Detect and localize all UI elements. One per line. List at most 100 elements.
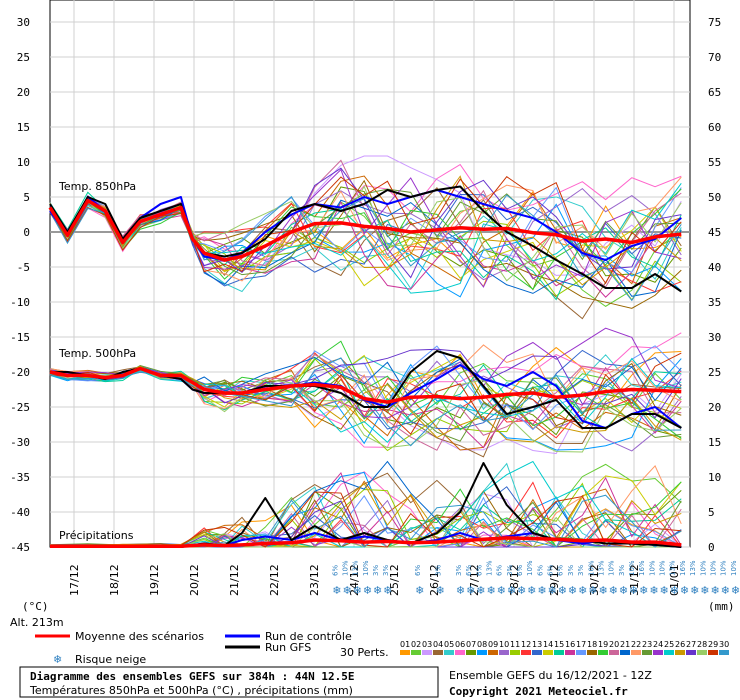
snowflake-icon: ❄ — [53, 653, 62, 666]
legend-perts-label: 30 Perts. — [340, 646, 389, 659]
snow-risk-icon: ❄ — [629, 584, 638, 597]
pert-legend-swatch — [642, 650, 652, 655]
date-tick-label: 30/12 — [588, 564, 601, 596]
snow-risk-icon: ❄ — [700, 584, 709, 597]
chart-subtitle: Températures 850hPa et 500hPa (°C) , pré… — [29, 684, 353, 697]
altitude-label: Alt. 213m — [10, 616, 64, 629]
left-tick-label: 15 — [17, 121, 30, 134]
snow-risk-value: 10% — [362, 560, 370, 576]
pert-legend-label: 28 — [697, 640, 707, 649]
right-tick-label: 70 — [708, 51, 721, 64]
snow-risk-icon: ❄ — [507, 584, 516, 597]
snow-risk-value: 13% — [597, 560, 605, 576]
snow-risk-icon: ❄ — [415, 584, 424, 597]
pert-legend-label: 27 — [686, 640, 696, 649]
pert-legend-swatch — [532, 650, 542, 655]
snow-risk-value: 6% — [331, 565, 339, 576]
snow-risk-value: 6% — [414, 565, 422, 576]
perturbation-line — [49, 365, 682, 443]
snow-risk-icon: ❄ — [721, 584, 730, 597]
perturbation-legend: 01 02 03 04 05 06 07 08 09 10 11 12 13 14 15 16 17 18 19 20… — [400, 640, 729, 655]
main-series-lines — [48, 185, 682, 549]
pert-legend-swatch — [664, 650, 674, 655]
pert-legend-swatch — [477, 650, 487, 655]
right-tick-label: 0 — [708, 541, 715, 554]
right-tick-label: 45 — [708, 226, 721, 239]
pert-legend-label: 02 — [411, 640, 421, 649]
pert-legend-label: 04 — [433, 640, 443, 649]
pert-legend-label: 20 — [609, 640, 619, 649]
mean-t500-line — [49, 366, 682, 404]
snow-risk-value: 6% — [465, 565, 473, 576]
right-unit-label: (mm) — [708, 600, 735, 613]
date-tick-label: 17/12 — [68, 564, 81, 596]
pert-legend-swatch — [675, 650, 685, 655]
snow-risk-icon: ❄ — [649, 584, 658, 597]
snow-risk-value: 3% — [618, 565, 626, 576]
pert-legend-swatch — [411, 650, 421, 655]
snow-risk-value: 3% — [567, 565, 575, 576]
snow-risk-icon: ❄ — [383, 584, 392, 597]
pert-legend-label: 07 — [466, 640, 476, 649]
snow-risk-value: 13% — [669, 560, 677, 576]
right-tick-label: 20 — [708, 401, 721, 414]
pert-legend-label: 14 — [543, 640, 553, 649]
snow-risk-icon: ❄ — [710, 584, 719, 597]
perturbation-line — [49, 357, 682, 444]
pert-legend-swatch — [631, 650, 641, 655]
mean-t850-line — [48, 198, 682, 262]
snow-risk-icon: ❄ — [363, 584, 372, 597]
pert-legend-swatch — [510, 650, 520, 655]
left-tick-label: 0 — [23, 226, 30, 239]
perturbation-line — [49, 176, 682, 285]
pert-legend-swatch — [609, 650, 619, 655]
date-tick-label: 01/01 — [668, 564, 681, 596]
snow-risk-icon: ❄ — [486, 584, 495, 597]
right-tick-label: 65 — [708, 86, 721, 99]
snow-risk-value: 6% — [475, 565, 483, 576]
snow-risk-value: 13% — [352, 560, 360, 576]
snow-risk-icon: ❄ — [670, 584, 679, 597]
date-tick-label: 28/12 — [508, 564, 521, 596]
pert-legend-label: 13 — [532, 640, 542, 649]
date-tick-label: 25/12 — [388, 564, 401, 596]
date-tick-label: 23/12 — [308, 564, 321, 596]
date-tick-label: 22/12 — [268, 564, 281, 596]
pert-legend-label: 24 — [653, 640, 663, 649]
pert-legend-swatch — [554, 650, 564, 655]
pert-legend-label: 16 — [565, 640, 575, 649]
snow-risk-value: 10% — [628, 560, 636, 576]
perturbation-line — [49, 188, 682, 290]
snow-risk-icon: ❄ — [456, 584, 465, 597]
pert-legend-swatch — [697, 650, 707, 655]
right-tick-label: 15 — [708, 436, 721, 449]
pert-legend-swatch — [620, 650, 630, 655]
left-tick-label: -25 — [10, 401, 30, 414]
pert-legend-label: 25 — [664, 640, 674, 649]
left-tick-label: 25 — [17, 51, 30, 64]
pert-legend-label: 01 — [400, 640, 410, 649]
snow-risk-icon: ❄ — [353, 584, 362, 597]
pert-legend-swatch — [499, 650, 509, 655]
date-tick-label: 19/12 — [148, 564, 161, 596]
left-tick-label: 10 — [17, 156, 30, 169]
pert-legend-label: 23 — [642, 640, 652, 649]
pert-legend-swatch — [587, 650, 597, 655]
snow-risk-icon: ❄ — [690, 584, 699, 597]
right-tick-label: 35 — [708, 296, 721, 309]
snow-risk-value: 10% — [587, 560, 595, 576]
left-tick-label: -5 — [17, 261, 30, 274]
snow-risk-icon: ❄ — [660, 584, 669, 597]
date-tick-label: 18/12 — [108, 564, 121, 596]
left-tick-label: -20 — [10, 366, 30, 379]
left-tick-label: -15 — [10, 331, 30, 344]
date-tick-label: 27/12 — [468, 564, 481, 596]
snow-risk-icon: ❄ — [373, 584, 382, 597]
snow-risk-value: 6% — [536, 565, 544, 576]
snow-risk-value: 10% — [608, 560, 616, 576]
snow-risk-value: 10% — [648, 560, 656, 576]
snow-risk-value: 10% — [659, 560, 667, 576]
pert-legend-swatch — [543, 650, 553, 655]
snow-risk-value: 3% — [506, 565, 514, 576]
pert-legend-label: 30 — [719, 640, 729, 649]
